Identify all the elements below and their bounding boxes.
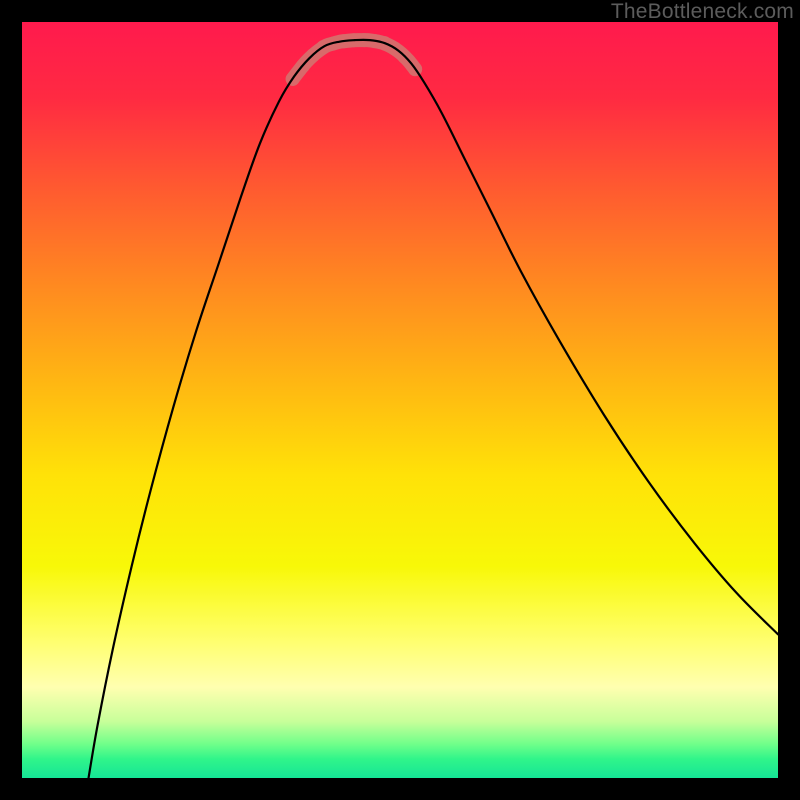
bottleneck-curve-chart [22,22,778,778]
chart-plot-area [22,22,778,778]
gradient-background [22,22,778,778]
attribution-text: TheBottleneck.com [611,0,794,24]
